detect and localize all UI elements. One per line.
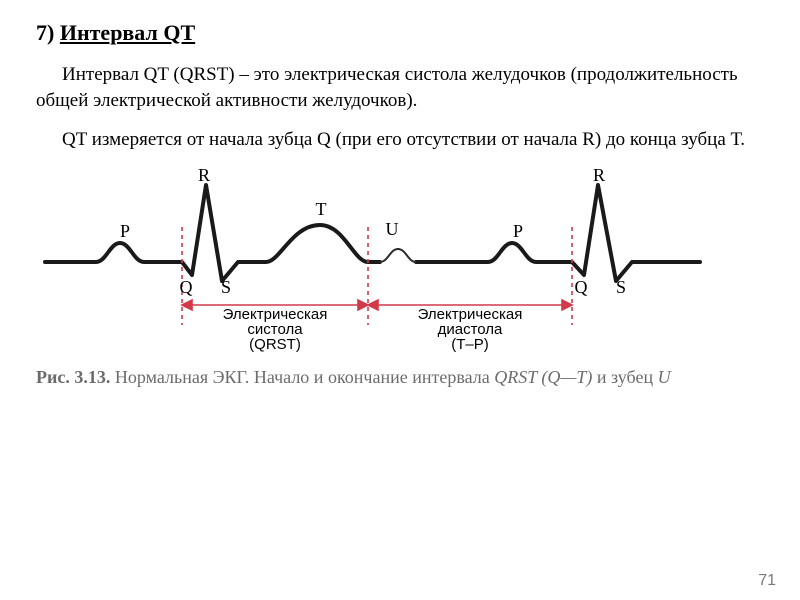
u-wave — [380, 249, 416, 262]
caption-ital-2: U — [658, 367, 671, 387]
label-r2: R — [593, 167, 605, 185]
caption-text: Нормальная ЭКГ. Начало и окончание интер… — [110, 367, 494, 387]
diastole-arrow-left — [368, 300, 378, 310]
caption-prefix: Рис. 3.13. — [36, 367, 110, 387]
diastole-label-3: (T–P) — [451, 336, 489, 353]
diastole-arrow-right — [562, 300, 572, 310]
paragraph-2: QT измеряется от начала зубца Q (при его… — [36, 127, 764, 153]
systole-label-3: (QRST) — [249, 336, 301, 353]
phase-annotations: Электрическая систола (QRST) Электрическ… — [223, 306, 523, 353]
ecg-svg: P R Q S T U P R Q S Электрическая систол… — [40, 167, 760, 357]
ecg-trace — [45, 185, 700, 281]
page: 7) Интервал QT Интервал QT (QRST) – это … — [0, 0, 800, 600]
label-s2: S — [616, 277, 626, 297]
figure-caption: Рис. 3.13. Нормальная ЭКГ. Начало и окон… — [36, 367, 764, 388]
label-r1: R — [198, 167, 210, 185]
systole-arrow-left — [182, 300, 192, 310]
label-s1: S — [221, 277, 231, 297]
page-number: 71 — [758, 572, 776, 590]
label-q1: Q — [180, 277, 193, 297]
label-p2: P — [513, 221, 523, 241]
label-t: T — [316, 199, 327, 219]
paragraph-1: Интервал QT (QRST) – это электрическая с… — [36, 62, 764, 113]
wave-labels: P R Q S T U P R Q S — [120, 167, 626, 297]
section-heading: 7) Интервал QT — [36, 20, 764, 46]
caption-tail: и зубец — [592, 367, 657, 387]
caption-ital-1: QRST (Q—T) — [494, 367, 592, 387]
label-u: U — [386, 219, 399, 239]
ecg-figure: P R Q S T U P R Q S Электрическая систол… — [40, 167, 760, 357]
heading-title: Интервал QT — [60, 20, 195, 45]
label-p1: P — [120, 221, 130, 241]
label-q2: Q — [575, 277, 588, 297]
heading-number: 7) — [36, 20, 54, 45]
